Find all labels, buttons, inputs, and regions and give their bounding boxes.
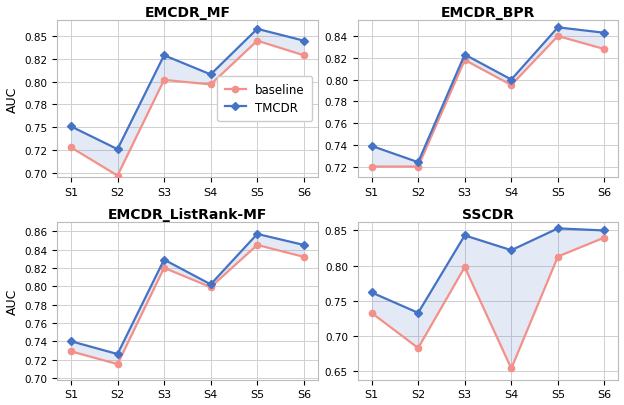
- Legend: baseline, TMCDR: baseline, TMCDR: [217, 77, 312, 122]
- TMCDR: [67, 125, 75, 130]
- baseline: [414, 165, 422, 170]
- baseline: [300, 255, 308, 260]
- baseline: [461, 58, 469, 63]
- TMCDR: [207, 282, 215, 287]
- baseline: [160, 78, 168, 83]
- baseline: [253, 243, 261, 248]
- Title: EMCDR_MF: EMCDR_MF: [144, 6, 230, 19]
- TMCDR: [554, 226, 562, 231]
- TMCDR: [114, 147, 121, 152]
- TMCDR: [414, 311, 422, 315]
- TMCDR: [601, 31, 608, 36]
- TMCDR: [300, 39, 308, 44]
- TMCDR: [507, 248, 515, 253]
- Title: EMCDR_ListRank-MF: EMCDR_ListRank-MF: [108, 207, 267, 221]
- baseline: [207, 83, 215, 87]
- Line: baseline: baseline: [68, 242, 307, 367]
- TMCDR: [160, 54, 168, 59]
- TMCDR: [300, 243, 308, 248]
- baseline: [507, 83, 515, 88]
- baseline: [507, 366, 515, 371]
- TMCDR: [67, 339, 75, 344]
- baseline: [554, 254, 562, 259]
- baseline: [601, 47, 608, 52]
- TMCDR: [414, 160, 422, 165]
- baseline: [300, 54, 308, 59]
- baseline: [368, 165, 375, 170]
- Y-axis label: AUC: AUC: [6, 288, 19, 314]
- baseline: [414, 346, 422, 351]
- baseline: [368, 311, 375, 315]
- baseline: [67, 145, 75, 150]
- baseline: [160, 266, 168, 271]
- baseline: [114, 362, 121, 367]
- Line: baseline: baseline: [368, 34, 608, 170]
- TMCDR: [507, 78, 515, 83]
- baseline: [461, 265, 469, 270]
- TMCDR: [253, 27, 261, 32]
- TMCDR: [253, 232, 261, 237]
- baseline: [207, 285, 215, 290]
- TMCDR: [114, 352, 121, 357]
- baseline: [601, 235, 608, 240]
- TMCDR: [207, 73, 215, 78]
- Line: baseline: baseline: [68, 38, 307, 179]
- TMCDR: [368, 290, 375, 295]
- Line: TMCDR: TMCDR: [68, 27, 307, 153]
- TMCDR: [461, 233, 469, 238]
- Title: EMCDR_BPR: EMCDR_BPR: [441, 6, 535, 19]
- TMCDR: [461, 53, 469, 58]
- TMCDR: [601, 228, 608, 233]
- Y-axis label: AUC: AUC: [6, 86, 19, 113]
- baseline: [114, 174, 121, 179]
- baseline: [554, 34, 562, 39]
- Line: TMCDR: TMCDR: [68, 231, 307, 357]
- Line: baseline: baseline: [368, 235, 608, 372]
- baseline: [67, 349, 75, 354]
- baseline: [253, 39, 261, 44]
- Title: SSCDR: SSCDR: [462, 207, 514, 221]
- Line: TMCDR: TMCDR: [368, 25, 608, 166]
- TMCDR: [368, 144, 375, 149]
- TMCDR: [554, 26, 562, 31]
- Line: TMCDR: TMCDR: [368, 226, 608, 316]
- TMCDR: [160, 258, 168, 262]
